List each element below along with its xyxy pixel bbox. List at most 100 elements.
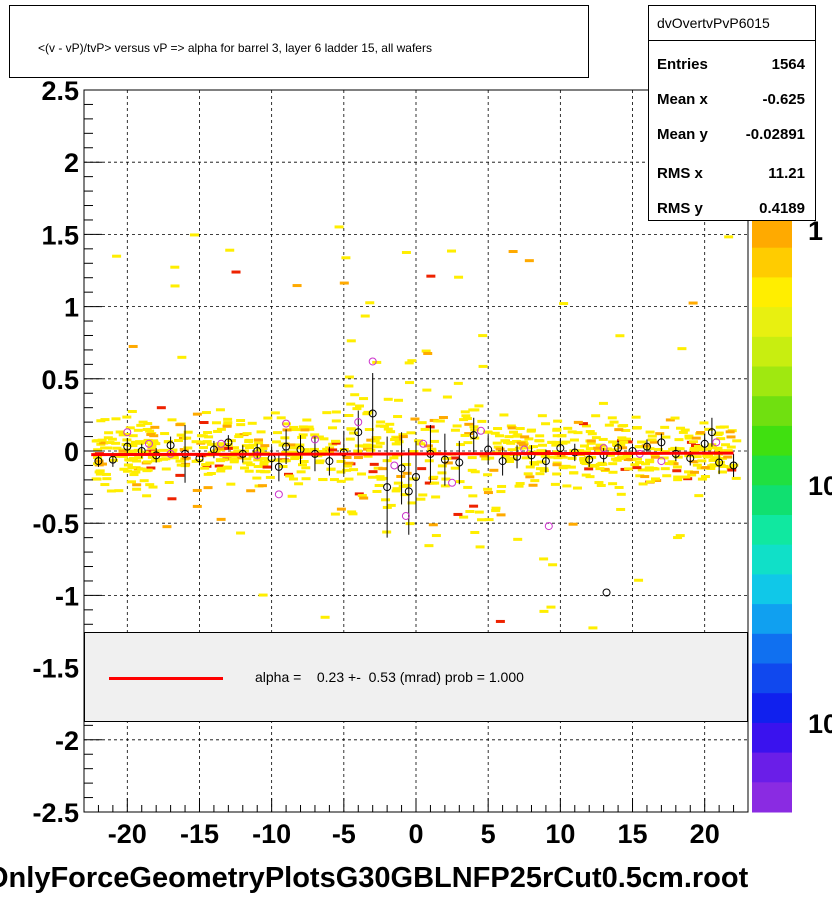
histogram-cell	[201, 411, 211, 415]
histogram-cell	[112, 254, 122, 258]
histogram-cell	[386, 430, 396, 434]
histogram-cell	[367, 475, 377, 479]
histogram-cell	[127, 466, 137, 470]
y-tick-label: -2	[55, 726, 79, 756]
histogram-cell	[258, 446, 268, 450]
palette-label: 1	[808, 216, 823, 246]
histogram-cell	[569, 449, 579, 453]
histogram-cell	[489, 468, 499, 472]
histogram-cell	[125, 426, 135, 430]
histogram-cell	[162, 525, 172, 529]
stats-box: dvOvertvPvP6015 Entries 1564 Mean x -0.6…	[648, 5, 816, 221]
x-tick-label: 15	[617, 819, 647, 849]
histogram-cell	[375, 441, 385, 445]
histogram-cell	[688, 440, 698, 444]
profile-point	[657, 438, 666, 447]
histogram-cell	[203, 431, 213, 435]
profile-point-alt	[712, 438, 721, 447]
histogram-cell	[336, 479, 346, 483]
histogram-cell	[402, 471, 412, 475]
histogram-cell	[579, 444, 589, 448]
histogram-cell	[608, 482, 618, 486]
histogram-cell	[330, 439, 340, 443]
histogram-cell	[537, 443, 547, 447]
histogram-cell	[385, 422, 395, 426]
x-tick-label: -20	[108, 819, 147, 849]
histogram-cell	[424, 481, 434, 485]
histogram-cell	[579, 456, 589, 460]
histogram-cell	[378, 476, 388, 480]
histogram-cell	[316, 449, 326, 453]
histogram-cell	[596, 483, 606, 487]
histogram-cell	[665, 418, 675, 422]
stats-key: Entries	[657, 56, 708, 73]
histogram-cell	[264, 459, 274, 463]
histogram-cell	[255, 450, 265, 454]
histogram-cell	[242, 461, 252, 465]
histogram-cell	[423, 444, 433, 448]
histogram-cell	[328, 448, 338, 452]
histogram-cell	[339, 448, 349, 452]
histogram-cell	[288, 477, 298, 481]
profile-point	[368, 409, 377, 418]
histogram-cell	[460, 410, 470, 414]
histogram-cell	[128, 449, 138, 453]
histogram-cell	[479, 454, 489, 458]
histogram-cell	[692, 463, 702, 467]
histogram-cell	[174, 438, 184, 442]
histogram-cell	[304, 425, 314, 429]
histogram-cell	[600, 467, 610, 471]
histogram-cell	[645, 460, 655, 464]
histogram-cell	[127, 409, 137, 413]
histogram-cell	[668, 447, 678, 451]
histogram-cell	[552, 427, 562, 431]
histogram-cell	[552, 461, 562, 465]
stats-row-mean-y: Mean y -0.02891	[657, 120, 805, 150]
histogram-cell	[329, 478, 339, 482]
histogram-cell	[344, 477, 354, 481]
histogram-cell	[276, 416, 286, 420]
histogram-cells	[91, 225, 742, 674]
histogram-cell	[233, 449, 243, 453]
histogram-cell	[524, 437, 534, 441]
histogram-cell	[635, 474, 645, 478]
histogram-cell	[118, 433, 128, 437]
histogram-cell	[236, 456, 246, 460]
histogram-cell	[572, 486, 582, 490]
histogram-cell	[176, 433, 186, 437]
stats-row-mean-x: Mean x -0.625	[657, 85, 805, 115]
histogram-cell	[192, 504, 202, 508]
histogram-cell	[400, 493, 410, 497]
histogram-cell	[199, 446, 209, 450]
histogram-cell	[525, 475, 535, 479]
histogram-cell	[289, 425, 299, 429]
histogram-cell	[493, 427, 503, 431]
histogram-cell	[475, 545, 485, 549]
histogram-cell	[235, 433, 245, 437]
histogram-cell	[413, 439, 423, 443]
histogram-cell	[265, 475, 275, 479]
histogram-cell	[608, 470, 618, 474]
histogram-cell	[616, 456, 626, 460]
histogram-cell	[359, 496, 369, 500]
histogram-cell	[156, 406, 166, 410]
histogram-cell	[655, 432, 665, 436]
histogram-cell	[402, 483, 412, 487]
histogram-cell	[474, 510, 484, 514]
histogram-cell	[669, 462, 679, 466]
histogram-cell	[569, 438, 579, 442]
histogram-cell	[647, 434, 657, 438]
histogram-cell	[453, 512, 463, 516]
histogram-cell	[291, 428, 301, 432]
histogram-cell	[552, 463, 562, 467]
histogram-cell	[242, 432, 252, 436]
histogram-cell	[342, 455, 352, 459]
palette-band	[752, 396, 792, 427]
palette-band	[752, 455, 792, 486]
histogram-cell	[553, 456, 563, 460]
histogram-cell	[588, 626, 598, 630]
fit-legend: alpha = 0.23 +- 0.53 (mrad) prob = 1.000	[84, 632, 748, 722]
histogram-cell	[262, 465, 272, 469]
histogram-cell	[369, 462, 379, 466]
histogram-cell	[483, 491, 493, 495]
